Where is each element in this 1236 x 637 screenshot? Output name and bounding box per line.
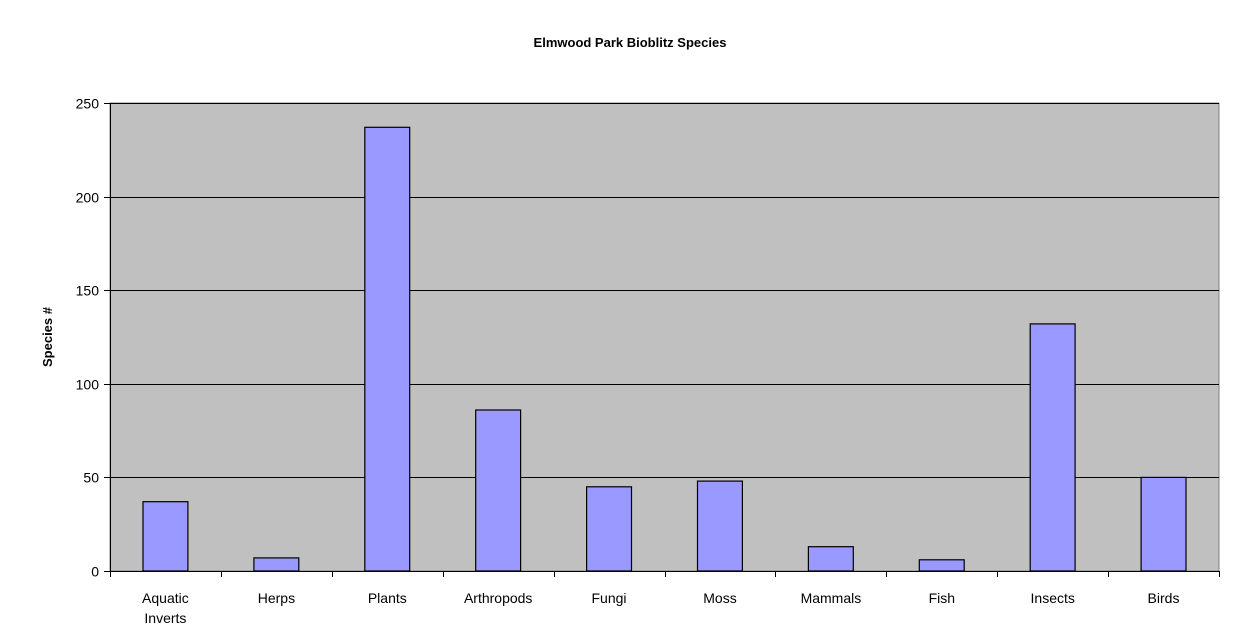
x-tick-label: Aquatic Inverts: [142, 590, 189, 626]
y-tick-label: 0: [91, 564, 99, 580]
bar: [807, 546, 854, 572]
x-tick-label: Herps: [258, 590, 295, 606]
bar: [1029, 323, 1076, 572]
x-tick-label: Mammals: [801, 590, 862, 606]
x-tick-label: Fungi: [591, 590, 626, 606]
x-tick-label: Arthropods: [464, 590, 532, 606]
y-tick-label: 50: [83, 470, 99, 486]
y-axis-label: Species #: [40, 306, 55, 367]
chart-title: Elmwood Park Bioblitz Species: [534, 35, 727, 50]
y-tick-label: 250: [76, 96, 100, 112]
x-tick-label: Insects: [1031, 590, 1075, 606]
y-tick-label: 100: [76, 377, 100, 393]
bar: [1140, 476, 1187, 572]
bar: [142, 501, 189, 572]
bar: [364, 126, 411, 572]
x-tick-label: Plants: [368, 590, 407, 606]
bar: [253, 557, 300, 572]
bar: [918, 559, 965, 572]
y-tick-label: 150: [76, 283, 100, 299]
bar: [585, 486, 633, 572]
x-tick-label: Fish: [929, 590, 955, 606]
bar: [475, 409, 522, 572]
x-tick-label: Moss: [703, 590, 736, 606]
plot-area: 0 50 100 150 200 250 Aquatic Inverts Herps Plants…: [76, 96, 1220, 626]
x-tick-label: Birds: [1148, 590, 1180, 606]
bar: [696, 480, 744, 572]
y-tick-label: 200: [76, 190, 100, 206]
